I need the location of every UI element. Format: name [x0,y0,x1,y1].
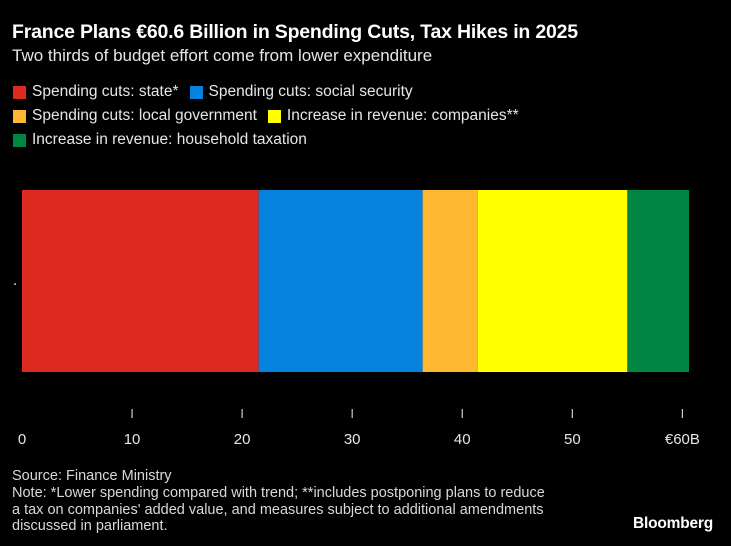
x-tick-label: 40 [454,431,471,448]
legend-item: Spending cuts: local government [13,106,257,126]
bar-segment-2 [258,190,423,372]
chart-title: France Plans €60.6 Billion in Spending C… [12,21,578,43]
bloomberg-logo: Bloomberg [632,515,713,532]
legend-label: Increase in revenue: companies** [286,107,519,124]
x-tick-label: 10 [124,431,141,448]
legend-swatch [13,109,26,123]
legend-item: Increase in revenue: companies** [267,106,519,126]
legend-label: Spending cuts: state* [32,83,179,100]
chart-subtitle: Two thirds of budget effort come from lo… [12,46,433,65]
source-text: Source: Finance Ministry [12,468,172,484]
legend-label: Spending cuts: local government [32,107,257,124]
x-tick-label: 0 [18,431,26,448]
legend-item: Increase in revenue: household taxation [13,130,307,150]
legend-swatch [189,85,203,99]
legend-item: Spending cuts: state* [13,82,179,102]
legend-item: Spending cuts: social security [189,82,413,102]
bar-segment-5 [627,190,689,372]
legend-swatch [267,109,281,123]
legend-label: Increase in revenue: household taxation [32,131,307,148]
x-tick-label: €60B [665,431,700,448]
legend-swatch [13,133,26,147]
x-tick-label: 20 [234,431,251,448]
legend-label: Spending cuts: social security [208,83,413,100]
y-tick-label: . [13,272,17,289]
bar-segment-4 [477,190,628,372]
x-tick-label: 50 [564,431,581,448]
x-tick-label: 30 [344,431,361,448]
chart-legend: Spending cuts: state* Spending cuts: soci… [13,82,613,150]
bar-segment-1 [22,190,259,372]
legend-swatch [13,85,26,99]
bar-segment-3 [422,190,478,372]
note-text: Note: *Lower spending compared with tren… [12,485,545,534]
stacked-bar-chart: . 0 10 20 30 40 50 €60B [13,190,700,448]
